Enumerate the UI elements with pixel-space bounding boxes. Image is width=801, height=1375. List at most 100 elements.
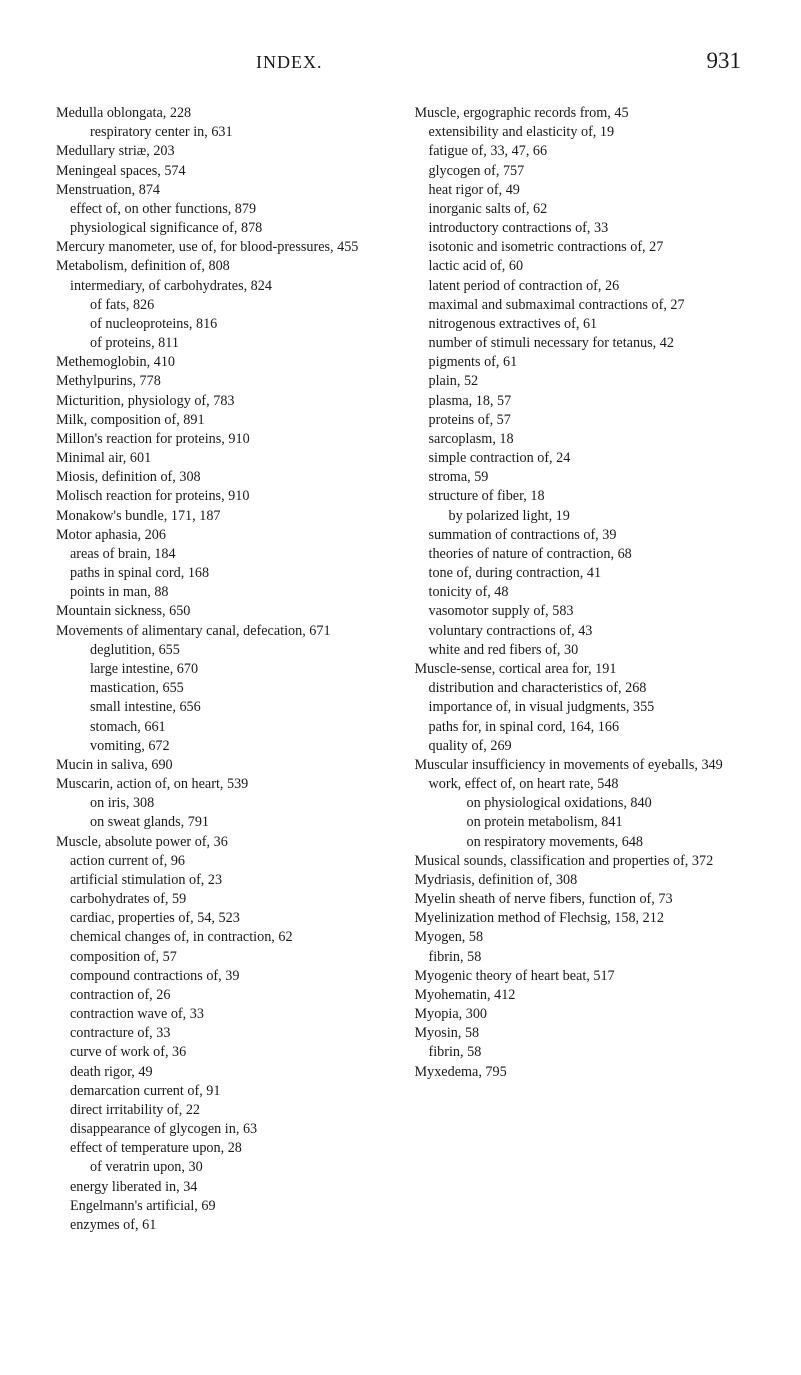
index-entry: Millon's reaction for proteins, 910 [56,430,391,449]
index-entry: Muscarin, action of, on heart, 539 [56,775,391,794]
page-number: 931 [707,48,742,74]
index-entry: Monakow's bundle, 171, 187 [56,507,391,526]
index-entry: chemical changes of, in contraction, 62 [56,928,391,947]
index-entry: Myohematin, 412 [415,986,750,1005]
index-entry: Micturition, physiology of, 783 [56,392,391,411]
index-entry: Molisch reaction for proteins, 910 [56,487,391,506]
index-entry: carbohydrates of, 59 [56,890,391,909]
index-entry: Muscular insufficiency in movements of e… [415,756,750,775]
index-entry: Mucin in saliva, 690 [56,756,391,775]
index-entry: respiratory center in, 631 [56,123,391,142]
index-entry: death rigor, 49 [56,1063,391,1082]
index-entry: Medullary striæ, 203 [56,142,391,161]
index-entry: pigments of, 61 [415,353,750,372]
index-entry: areas of brain, 184 [56,545,391,564]
index-entry: of nucleoproteins, 816 [56,315,391,334]
index-entry: summation of contractions of, 39 [415,526,750,545]
index-entry: Myogen, 58 [415,928,750,947]
index-entry: Myopia, 300 [415,1005,750,1024]
index-entry: of fats, 826 [56,296,391,315]
index-entry: energy liberated in, 34 [56,1178,391,1197]
index-entry: fibrin, 58 [415,948,750,967]
index-entry: stomach, 661 [56,718,391,737]
index-entry: importance of, in visual judgments, 355 [415,698,750,717]
index-entry: Muscle, ergographic records from, 45 [415,104,750,123]
index-entry: curve of work of, 36 [56,1043,391,1062]
index-entry: on protein metabolism, 841 [415,813,750,832]
index-entry: of veratrin upon, 30 [56,1158,391,1177]
index-entry: lactic acid of, 60 [415,257,750,276]
index-entry: quality of, 269 [415,737,750,756]
left-column: Medulla oblongata, 228respiratory center… [56,104,391,1235]
index-entry: tonicity of, 48 [415,583,750,602]
index-entry: latent period of contraction of, 26 [415,277,750,296]
index-entry: maximal and submaximal contractions of, … [415,296,750,315]
index-entry: distribution and characteristics of, 268 [415,679,750,698]
index-entry: number of stimuli necessary for tetanus,… [415,334,750,353]
index-entry: fatigue of, 33, 47, 66 [415,142,750,161]
index-entry: vomiting, 672 [56,737,391,756]
index-entry: introductory contractions of, 33 [415,219,750,238]
index-entry: plasma, 18, 57 [415,392,750,411]
index-entry: sarcoplasm, 18 [415,430,750,449]
index-entry: Milk, composition of, 891 [56,411,391,430]
index-entry: Menstruation, 874 [56,181,391,200]
right-column: Muscle, ergographic records from, 45exte… [415,104,750,1235]
index-entry: paths for, in spinal cord, 164, 166 [415,718,750,737]
index-entry: contraction of, 26 [56,986,391,1005]
index-entry: large intestine, 670 [56,660,391,679]
index-entry: points in man, 88 [56,583,391,602]
index-entry: Engelmann's artificial, 69 [56,1197,391,1216]
index-entry: Metabolism, definition of, 808 [56,257,391,276]
index-columns: Medulla oblongata, 228respiratory center… [56,104,749,1235]
header-title: INDEX. [256,52,323,73]
index-entry: vasomotor supply of, 583 [415,602,750,621]
index-entry: Mountain sickness, 650 [56,602,391,621]
index-entry: isotonic and isometric contractions of, … [415,238,750,257]
index-entry: work, effect of, on heart rate, 548 [415,775,750,794]
index-entry: intermediary, of carbohydrates, 824 [56,277,391,296]
index-entry: Mercury manometer, use of, for blood-pre… [56,238,391,257]
index-entry: paths in spinal cord, 168 [56,564,391,583]
index-entry: on sweat glands, 791 [56,813,391,832]
index-entry: heat rigor of, 49 [415,181,750,200]
index-entry: Methemoglobin, 410 [56,353,391,372]
index-entry: physiological significance of, 878 [56,219,391,238]
index-entry: Myxedema, 795 [415,1063,750,1082]
index-entry: enzymes of, 61 [56,1216,391,1235]
index-entry: Motor aphasia, 206 [56,526,391,545]
index-entry: Musical sounds, classification and prope… [415,852,750,871]
index-entry: nitrogenous extractives of, 61 [415,315,750,334]
index-entry: compound contractions of, 39 [56,967,391,986]
index-entry: Myelin sheath of nerve fibers, function … [415,890,750,909]
index-entry: composition of, 57 [56,948,391,967]
index-entry: on physiological oxidations, 840 [415,794,750,813]
index-entry: tone of, during contraction, 41 [415,564,750,583]
index-entry: voluntary contractions of, 43 [415,622,750,641]
index-entry: artificial stimulation of, 23 [56,871,391,890]
index-entry: contracture of, 33 [56,1024,391,1043]
index-entry: cardiac, properties of, 54, 523 [56,909,391,928]
index-entry: of proteins, 811 [56,334,391,353]
index-entry: small intestine, 656 [56,698,391,717]
page-header: INDEX. 931 [56,48,749,74]
index-entry: white and red fibers of, 30 [415,641,750,660]
index-entry: effect of temperature upon, 28 [56,1139,391,1158]
index-entry: effect of, on other functions, 879 [56,200,391,219]
index-entry: Medulla oblongata, 228 [56,104,391,123]
index-entry: stroma, 59 [415,468,750,487]
index-entry: proteins of, 57 [415,411,750,430]
page: INDEX. 931 Medulla oblongata, 228respira… [0,0,801,1287]
index-entry: on respiratory movements, 648 [415,833,750,852]
index-entry: demarcation current of, 91 [56,1082,391,1101]
index-entry: disappearance of glycogen in, 63 [56,1120,391,1139]
index-entry: plain, 52 [415,372,750,391]
index-entry: deglutition, 655 [56,641,391,660]
index-entry: Meningeal spaces, 574 [56,162,391,181]
index-entry: Mydriasis, definition of, 308 [415,871,750,890]
index-entry: direct irritability of, 22 [56,1101,391,1120]
index-entry: contraction wave of, 33 [56,1005,391,1024]
index-entry: extensibility and elasticity of, 19 [415,123,750,142]
index-entry: Myosin, 58 [415,1024,750,1043]
index-entry: by polarized light, 19 [415,507,750,526]
